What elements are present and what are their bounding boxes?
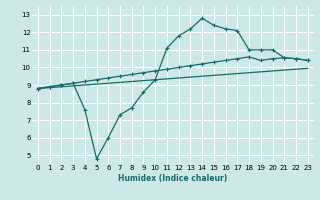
X-axis label: Humidex (Indice chaleur): Humidex (Indice chaleur): [118, 174, 228, 183]
